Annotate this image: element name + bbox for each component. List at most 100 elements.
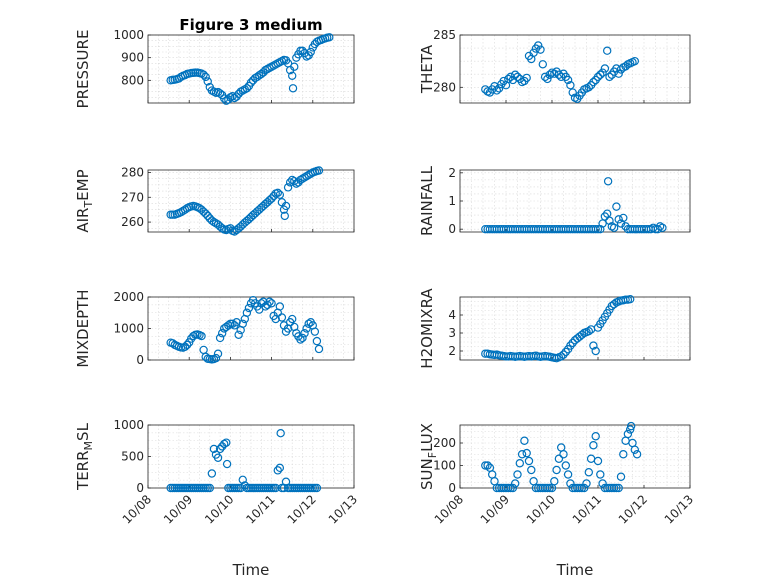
x-tick-label: 10/11 — [570, 492, 604, 526]
data-point — [596, 224, 605, 234]
data-point — [527, 465, 536, 475]
data-point — [242, 84, 252, 93]
x-tick-label: 10/09 — [478, 492, 512, 526]
data-point — [603, 46, 612, 55]
data-point — [609, 483, 619, 493]
data-point — [619, 213, 628, 223]
data-point — [545, 483, 554, 493]
data-point — [632, 450, 642, 459]
y-tick-label: 1000 — [113, 28, 144, 42]
data-point — [520, 436, 529, 445]
data-point — [658, 223, 667, 232]
panel-sun_flux: 0 100 200 10/08 10/09 10/10 10/11 10/12 10/13 SUN… — [418, 421, 696, 579]
data-point — [174, 74, 184, 83]
data-point — [561, 347, 571, 357]
data-point — [607, 222, 617, 231]
data-point — [515, 459, 525, 468]
data-point — [593, 224, 603, 234]
x-tick-label: 10/11 — [243, 492, 277, 526]
data-point — [591, 224, 600, 234]
data-point — [596, 470, 605, 479]
data-point — [605, 216, 614, 225]
data-point — [325, 33, 334, 42]
y-tick-label: 1000 — [113, 322, 144, 336]
y-axis-label: AIRTEMP — [74, 169, 95, 232]
x-tick-label: 10/10 — [524, 492, 558, 526]
data-point — [492, 86, 501, 95]
data-point — [517, 450, 527, 459]
data-point — [271, 483, 280, 493]
data-point — [513, 72, 522, 82]
y-tick-label: 2 — [448, 344, 456, 358]
data-point — [228, 319, 237, 328]
x-tick-label: 10/12 — [285, 492, 319, 526]
x-tick-label: 10/09 — [161, 492, 195, 526]
y-tick-label: 900 — [121, 51, 144, 65]
data-point — [197, 331, 206, 341]
panel-terr_msl: 0 500 1000 10/08 10/09 10/10 10/11 10/12 10/13 TE… — [74, 418, 360, 579]
data-point — [600, 64, 610, 73]
data-point — [563, 470, 573, 479]
y-tick-label: 280 — [433, 80, 456, 94]
data-point — [566, 81, 575, 90]
data-point — [655, 222, 665, 231]
data-point — [591, 346, 600, 356]
data-point — [614, 215, 623, 224]
y-tick-label: 2000 — [113, 290, 144, 304]
x-tick-label: 10/08 — [120, 492, 154, 526]
axes-frame — [147, 34, 355, 104]
data-point — [209, 444, 219, 454]
data-point — [582, 479, 591, 488]
data-point — [182, 340, 192, 350]
data-point — [591, 432, 600, 441]
data-point — [566, 479, 575, 488]
data-point — [630, 445, 640, 454]
y-axis-label-sub: F — [426, 452, 439, 458]
y-tick-label: 0 — [448, 481, 456, 495]
y-tick-label: 260 — [121, 215, 144, 229]
y-axis-label-main: SUN — [418, 458, 436, 490]
data-point — [568, 88, 577, 97]
data-point — [267, 299, 276, 308]
panel-mixdepth: 0 1000 2000 MIXDEPTH — [74, 289, 355, 368]
data-point — [283, 183, 293, 192]
data-point — [586, 454, 596, 463]
x-axis-label: Time — [232, 561, 270, 579]
data-point — [312, 336, 322, 346]
data-point — [267, 194, 276, 203]
data-point — [296, 335, 305, 344]
data-point — [616, 472, 626, 481]
data-point — [273, 466, 282, 475]
data-point — [584, 327, 594, 336]
data-point — [288, 71, 297, 81]
data-point — [481, 461, 490, 470]
data-point — [568, 338, 577, 348]
data-point — [626, 421, 636, 431]
data-point — [304, 319, 313, 328]
y-axis-label-tail: EMP — [74, 169, 92, 200]
x-axis-label: Time — [556, 561, 594, 579]
data-point — [288, 84, 298, 93]
data-point — [593, 72, 603, 82]
data-point — [298, 46, 307, 56]
data-point — [281, 201, 291, 211]
data-point — [524, 456, 534, 466]
data-point — [540, 72, 550, 82]
data-point — [614, 483, 623, 493]
data-point — [236, 483, 245, 493]
data-point — [201, 72, 210, 82]
data-point — [215, 89, 225, 98]
data-point — [511, 479, 520, 488]
data-point — [222, 438, 231, 447]
data-point — [614, 69, 623, 78]
y-tick-label: 3 — [448, 326, 456, 340]
y-tick-label: 200 — [433, 436, 456, 450]
x-tick-label: 10/13 — [662, 492, 696, 526]
data-point — [290, 62, 299, 71]
y-axis-label: RAINFALL — [418, 165, 436, 236]
data-point — [232, 318, 241, 327]
data-point — [543, 483, 552, 493]
y-axis-label: MIXDEPTH — [74, 289, 92, 367]
y-tick-label: 0 — [448, 222, 456, 236]
panel-h2omixra: 2 3 4 H2OMIXRA — [418, 288, 691, 369]
